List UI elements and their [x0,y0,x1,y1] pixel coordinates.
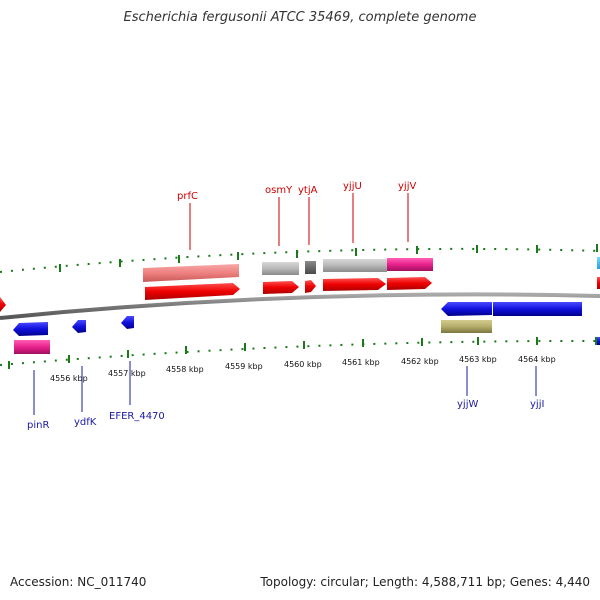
gene-prfC [145,283,240,300]
inner-major-ticks [8,337,597,369]
tick-label: 4558 kbp [166,365,204,374]
gene-label-yjjW: yjjW [457,399,478,410]
tick-label: 4557 kbp [108,369,146,378]
pseudogene-yjjU-feature [323,259,387,272]
pseudogene-osmY-feature [262,262,299,275]
tick-label: 4562 kbp [401,357,439,366]
outer-major-ticks [59,244,598,272]
reverse-features [13,302,600,354]
gene-pinR [13,322,48,336]
gene-osmY [263,281,299,294]
gene-yjjI [493,302,582,316]
gene-yjjW [441,302,492,316]
gene-ydfK [72,320,86,333]
gene-label-ytjA: ytjA [298,185,318,196]
gene-block-prfC-feature [143,264,239,282]
gene-ytjA [305,280,316,293]
gene-label-yjjI: yjjI [530,399,544,410]
gene-label-prfC: prfC [177,191,198,202]
pseudogene-ytjA-feature [305,261,316,274]
gene-EFER_4470 [121,316,134,329]
tick-label: 4559 kbp [225,362,263,371]
gene-label-pinR: pinR [27,420,49,431]
gene-left-edge [0,297,6,312]
edge-feature-red [597,277,600,289]
tick-label: 4564 kbp [518,355,556,364]
genome-backbone [0,292,600,320]
tick-labels: 4556 kbp 4557 kbp 4558 kbp 4559 kbp 4560… [50,355,556,383]
reverse-gene-labels: pinR ydfK EFER_4470 yjjW yjjI [27,361,544,431]
map-title: Escherichia fergusonii ATCC 35469, compl… [123,10,477,25]
edge-feature-cyan [597,257,600,269]
tick-label: 4563 kbp [459,355,497,364]
tick-label: 4560 kbp [284,360,322,369]
gene-label-EFER_4470: EFER_4470 [109,411,165,422]
gene-label-yjjU: yjjU [343,181,362,192]
gene-right-edge [597,337,600,345]
tick-label: 4561 kbp [342,358,380,367]
tick-label: 4556 kbp [50,374,88,383]
gene-yjjV [387,277,432,290]
gene-label-osmY: osmY [265,185,293,196]
forward-features [0,257,600,312]
outer-tick-track [0,247,600,273]
gene-label-yjjV: yjjV [398,181,416,192]
feature-yjjW-olive [441,320,492,333]
gene-label-ydfK: ydfK [74,417,97,428]
genome-summary-text: Topology: circular; Length: 4,588,711 bp… [260,575,590,589]
forward-gene-labels: prfC osmY ytjA yjjU yjjV [177,181,416,250]
rna-yjjV-feature [387,258,433,271]
accession-text: Accession: NC_011740 [10,575,147,589]
gene-yjjU [323,278,386,291]
rna-pinR-feature [14,340,50,354]
